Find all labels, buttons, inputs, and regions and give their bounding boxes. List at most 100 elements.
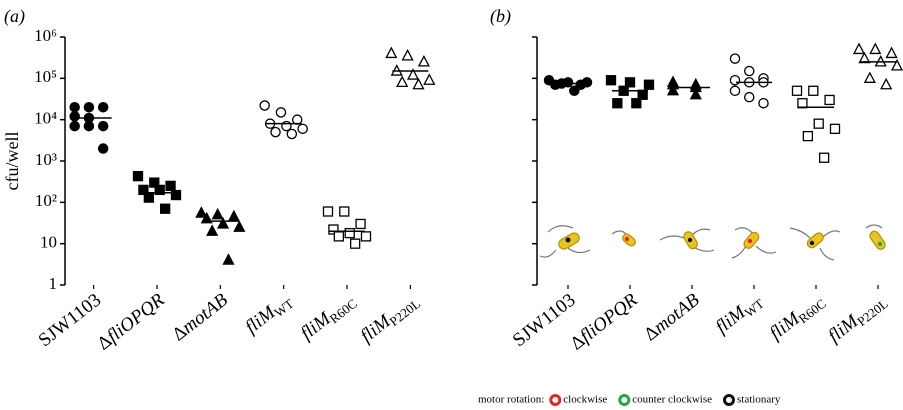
point: [69, 120, 80, 132]
x-tick-label: fliMR60C: [766, 290, 829, 346]
point: [333, 231, 345, 242]
x-tick-label: ΔmotAB: [640, 290, 704, 346]
point: [890, 58, 903, 71]
cell: [806, 232, 824, 249]
point: [643, 79, 655, 90]
motor-dot: [565, 237, 571, 243]
point: [227, 209, 240, 222]
point: [149, 177, 160, 188]
point: [852, 42, 866, 55]
point: [631, 98, 642, 109]
motor-dot: [687, 237, 693, 243]
point: [200, 211, 213, 224]
point: [322, 206, 334, 217]
point: [165, 180, 176, 192]
point: [83, 101, 95, 113]
category-subscript: P220L: [854, 296, 891, 329]
x-tick-label: SJW1103: [35, 290, 106, 352]
flagella: [611, 230, 627, 235]
point: [211, 207, 224, 220]
point: [360, 231, 372, 242]
legend-title: motor rotation:: [478, 394, 544, 406]
point: [880, 77, 893, 90]
point: [605, 75, 617, 86]
point: [69, 101, 80, 113]
point: [885, 46, 898, 59]
point: [824, 94, 835, 106]
point: [729, 85, 741, 97]
point: [818, 152, 830, 163]
point: [758, 97, 769, 109]
point: [349, 238, 361, 249]
point: [423, 73, 436, 85]
point: [869, 42, 882, 55]
point: [802, 130, 814, 142]
point: [259, 100, 270, 111]
category-name: fliOPQR: [576, 290, 642, 348]
point: [689, 87, 702, 100]
point: [401, 48, 414, 61]
motor-dot: [747, 238, 753, 244]
y-tick-label: 10⁴: [34, 109, 57, 128]
category-name: motAB: [178, 290, 232, 339]
cell: [622, 233, 636, 247]
point: [744, 91, 755, 103]
y-tick-label: 10³: [35, 150, 57, 169]
point: [406, 68, 420, 80]
x-tick-label: fliMP220L: [825, 290, 891, 349]
point: [355, 218, 366, 230]
point: [550, 79, 561, 90]
point: [233, 220, 246, 232]
motor-dot: [624, 236, 630, 242]
y-tick-label: 10⁶: [34, 26, 57, 45]
cells: [539, 224, 886, 261]
panel-label: (a): [4, 6, 25, 27]
point: [569, 85, 580, 97]
point: [291, 114, 303, 125]
point: [83, 120, 95, 132]
point: [829, 123, 841, 134]
point: [412, 77, 425, 90]
category-text: ΔfliOPQR: [94, 290, 169, 355]
category-text: ΔmotAB: [640, 290, 704, 346]
legend-swatch: [549, 394, 562, 406]
point: [132, 170, 144, 182]
category-text: ΔfliOPQR: [567, 290, 642, 355]
y-tick-label: 10⁵: [34, 67, 57, 86]
point: [729, 74, 741, 86]
legend-swatch: [618, 394, 631, 406]
flagella: [539, 225, 591, 258]
point: [637, 89, 648, 100]
point: [813, 118, 824, 129]
point: [206, 224, 219, 236]
y-tick-label: 10: [40, 233, 57, 252]
category-subscript: R60C: [327, 296, 360, 327]
panel-label: (b): [490, 6, 511, 27]
point: [195, 206, 208, 218]
point: [275, 107, 287, 118]
point: [612, 98, 623, 109]
x-tick-label: ΔmotAB: [169, 290, 233, 346]
point: [328, 224, 339, 235]
category-name: SJW1103: [35, 290, 106, 352]
x-tick-label: ΔfliOPQR: [567, 290, 642, 355]
point: [344, 227, 355, 239]
legend-label: counter clockwise: [632, 394, 712, 406]
point: [216, 217, 230, 229]
point: [270, 126, 281, 138]
point: [575, 79, 586, 90]
point: [339, 206, 350, 217]
point: [385, 46, 398, 59]
point: [97, 143, 109, 154]
point: [791, 85, 803, 96]
category-subscript: R60C: [796, 296, 829, 327]
x-tick-label: fliMP220L: [357, 290, 423, 349]
point: [138, 184, 149, 196]
category-text: ΔmotAB: [169, 290, 233, 346]
legend-label: clockwise: [563, 394, 607, 406]
cell: [869, 230, 886, 250]
point: [396, 75, 409, 87]
motor-dot: [877, 241, 883, 247]
point: [97, 101, 109, 113]
